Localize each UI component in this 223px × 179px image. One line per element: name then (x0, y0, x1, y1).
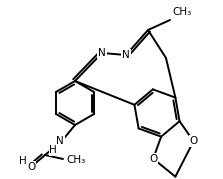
Text: H: H (19, 156, 27, 166)
Text: O: O (189, 136, 198, 146)
Text: O: O (149, 154, 157, 164)
Text: N: N (56, 136, 64, 146)
Text: CH₃: CH₃ (66, 155, 85, 165)
Text: N: N (98, 48, 106, 58)
Text: H: H (49, 145, 57, 155)
Text: O: O (27, 162, 35, 172)
Text: CH₃: CH₃ (172, 7, 191, 17)
Text: N: N (122, 50, 130, 60)
